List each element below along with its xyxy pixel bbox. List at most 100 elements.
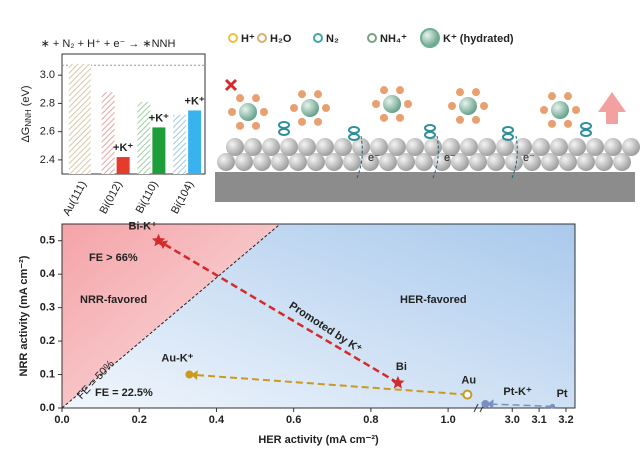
atom (343, 153, 361, 171)
y-tick-label: 0.4 (40, 268, 56, 280)
water (472, 115, 480, 124)
n2 (278, 128, 290, 136)
water (298, 90, 306, 99)
y-axis-label-part: (eV) (20, 85, 32, 109)
atom (280, 138, 298, 156)
point (185, 370, 194, 379)
atom (289, 153, 307, 171)
atom (622, 138, 640, 156)
plot-frame (61, 223, 576, 409)
release-arrow (598, 92, 626, 124)
point-label: Au (461, 375, 476, 387)
arrow-head (191, 370, 198, 381)
atom (460, 138, 478, 156)
y-tick-label: 0.5 (40, 235, 55, 247)
atom (334, 138, 352, 156)
atom (352, 138, 370, 156)
n2 (278, 121, 290, 129)
x-tick-label: Bi(012) (98, 179, 125, 216)
water (252, 121, 260, 130)
atom (586, 138, 604, 156)
trend-arrow (493, 403, 553, 408)
x-tick-label: 0.0 (54, 414, 69, 426)
trend-arrow (164, 243, 399, 384)
electron-label: e⁻ (444, 152, 456, 164)
electron-label: e⁻ (523, 152, 535, 164)
k-ion (239, 103, 257, 121)
water (404, 100, 412, 108)
atom (307, 153, 325, 171)
bar (68, 63, 91, 174)
legend-icon (367, 33, 377, 43)
y-tick-label: 0.3 (40, 302, 55, 314)
annotation: HER-favored (400, 294, 467, 306)
water (572, 106, 580, 114)
x-tick-label: Bi(104) (169, 179, 196, 216)
water (480, 102, 488, 110)
atom (613, 153, 631, 171)
arrow-head (160, 240, 168, 250)
annotation: FE > 66% (89, 252, 138, 264)
y-axis-label-part: NNH (24, 109, 33, 127)
water (372, 100, 380, 108)
legend-icon (420, 28, 440, 48)
atom (217, 153, 235, 171)
n2 (580, 129, 592, 137)
x-tick-label: 3.1 (531, 414, 546, 426)
water (564, 119, 572, 128)
legend-label: K⁺ (hydrated) (443, 33, 514, 45)
k-ion (301, 99, 319, 117)
plot-frame (61, 53, 206, 175)
annotation: FE = 22.5% (95, 387, 153, 399)
water (290, 104, 298, 112)
y-tick-label: 0.0 (40, 402, 55, 414)
water (322, 104, 330, 112)
water (396, 86, 404, 95)
water (456, 88, 464, 97)
y-tick-label: 2.8 (40, 97, 55, 109)
atom (388, 138, 406, 156)
bar-annotation: +K⁺ (185, 95, 205, 107)
atom (316, 138, 334, 156)
atom (487, 153, 505, 171)
water (456, 115, 464, 124)
bar (152, 127, 166, 174)
water (314, 90, 322, 99)
atom (244, 138, 262, 156)
water (252, 94, 260, 103)
water (548, 92, 556, 101)
atom (478, 138, 496, 156)
atom (604, 138, 622, 156)
atom (271, 153, 289, 171)
atom (361, 153, 379, 171)
water (472, 88, 480, 97)
y-tick-label: 2.6 (40, 126, 55, 138)
point (151, 233, 166, 247)
e-path (511, 135, 518, 179)
k-ion (459, 97, 477, 115)
atom (325, 153, 343, 171)
x-tick-label: 0.6 (286, 414, 301, 426)
k-ion (551, 101, 569, 119)
n2 (424, 131, 436, 139)
x-tick-label: 0.8 (363, 414, 378, 426)
atom (379, 153, 397, 171)
legend-label: NH₄⁺ (380, 33, 407, 45)
y-tick-label: 0.2 (40, 335, 55, 347)
block-cross (224, 78, 238, 92)
bar (101, 92, 115, 174)
atom (496, 138, 514, 156)
legend-icon (257, 33, 267, 43)
n2 (348, 133, 360, 141)
x-tick-label: 3.0 (505, 414, 520, 426)
y-tick-label: 0.1 (40, 368, 55, 380)
atom (370, 138, 388, 156)
schematic: H⁺ H₂O N₂ NH₄⁺ K⁺ (hydrated) e⁻ e⁻ e⁻ (215, 28, 640, 202)
bar (137, 102, 151, 174)
trend-arrow (197, 374, 468, 396)
point (462, 389, 473, 400)
atom (505, 153, 523, 171)
bar (116, 157, 130, 174)
arrow-head (487, 399, 494, 410)
legend-icon (313, 33, 323, 43)
